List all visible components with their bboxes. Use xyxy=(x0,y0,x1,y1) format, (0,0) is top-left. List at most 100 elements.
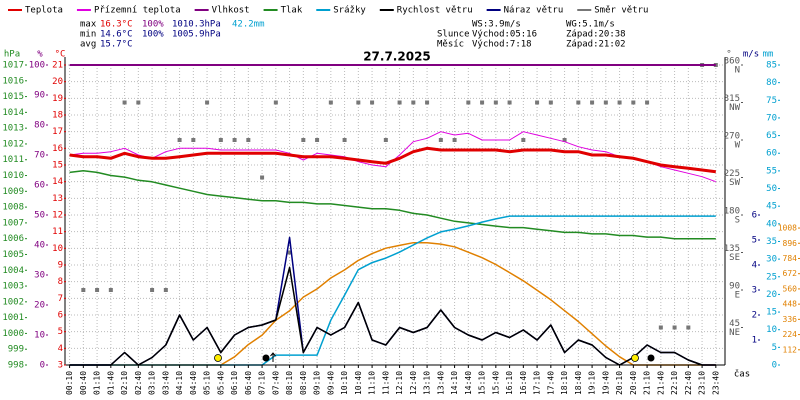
direction-marker xyxy=(672,325,677,330)
y-tick-label: 180 xyxy=(724,207,740,217)
stat-press: 1010.3hPa xyxy=(172,20,221,30)
direction-marker xyxy=(273,100,278,105)
y-tick-label: 2 xyxy=(752,311,757,321)
axis-unit: °C xyxy=(55,50,66,60)
y-tick-label: 13 xyxy=(52,194,63,204)
moonrise-icon xyxy=(262,354,270,362)
x-tick-label: 10:40 xyxy=(354,371,363,395)
stats: max 16.3°C 100% 1010.3hPa 42.2mm min 14.… xyxy=(80,20,626,50)
y-tick-label: 40 xyxy=(34,241,45,251)
y-tick-label: 5 xyxy=(772,343,777,353)
x-tick-label: 15:10 xyxy=(478,371,487,395)
x-axis-label: čas xyxy=(734,369,750,380)
y-tick-label: 6 xyxy=(752,211,757,221)
x-tick-label: 23:40 xyxy=(711,371,720,395)
direction-marker xyxy=(548,100,553,105)
sun-rise: Východ:05:16 xyxy=(472,30,537,40)
y-tick-label: 4 xyxy=(752,261,757,271)
stat-rain: 42.2mm xyxy=(232,20,265,30)
y-tick-label: 19 xyxy=(52,94,63,104)
y-tick-label: 9 xyxy=(58,261,63,271)
direction-marker xyxy=(232,138,237,142)
y-tick-label: 1011 xyxy=(2,155,24,165)
y-tick-label: 55 xyxy=(766,166,777,176)
direction-marker xyxy=(218,138,223,142)
x-tick-label: 19:10 xyxy=(588,371,597,395)
y-tick-label: 336 xyxy=(783,315,798,324)
direction-marker xyxy=(686,325,691,330)
direction-marker xyxy=(177,138,182,142)
stat-label: max xyxy=(80,20,97,30)
sun-label: Slunce xyxy=(437,30,470,40)
stat-temp: 16.3°C xyxy=(100,20,133,30)
y-tick-label: 784 xyxy=(783,254,798,263)
x-tick-label: 03:40 xyxy=(161,371,170,395)
y-tick-label: 30 xyxy=(34,271,45,281)
direction-marker xyxy=(191,138,196,142)
legend-label: Přízemní teplota xyxy=(94,6,181,16)
moonset-icon xyxy=(647,354,655,362)
x-tick-label: 21:10 xyxy=(643,371,652,395)
stat-temp: 14.6°C xyxy=(100,30,133,40)
sunset-icon xyxy=(631,354,639,362)
direction-marker xyxy=(713,63,718,67)
direction-marker xyxy=(411,100,416,105)
direction-marker xyxy=(163,288,168,292)
direction-marker xyxy=(425,100,430,105)
x-tick-label: 07:10 xyxy=(258,371,267,395)
y-tick-label: 998 xyxy=(8,361,24,371)
stat-hum: 100% xyxy=(142,30,164,40)
direction-marker xyxy=(590,100,595,105)
x-tick-label: 05:10 xyxy=(203,371,212,395)
y-tick-label: 1007 xyxy=(2,218,24,228)
axis-unit: m/s xyxy=(743,50,759,60)
direction-marker xyxy=(493,100,498,105)
x-tick-label: 11:10 xyxy=(368,371,377,395)
y-tick-label: 896 xyxy=(783,239,798,248)
y-tick-label: 1001 xyxy=(2,313,24,323)
grid xyxy=(65,64,725,366)
y-tick-label: 11 xyxy=(52,227,63,237)
y-tick-label: 7 xyxy=(58,294,63,304)
moon-label: Měsíc xyxy=(437,40,464,50)
x-tick-label: 04:10 xyxy=(175,371,184,395)
x-tick-label: 14:10 xyxy=(450,371,459,395)
x-tick-label: 00:40 xyxy=(79,371,88,395)
direction-marker xyxy=(315,138,320,142)
series-line xyxy=(69,266,716,366)
x-tick-label: 07:40 xyxy=(271,371,280,395)
y-tick-label: 1000 xyxy=(2,329,24,339)
x-tick-label: 08:40 xyxy=(299,371,308,395)
direction-marker xyxy=(535,100,540,105)
y-tick-label: 90 xyxy=(729,282,740,292)
wind-stat: WS:3.9m/s xyxy=(472,20,521,30)
y-tick-label: 80 xyxy=(766,78,777,88)
y-tick-label: 80 xyxy=(34,121,45,131)
y-tick-label: 112 xyxy=(783,345,798,354)
direction-marker xyxy=(452,138,457,142)
direction-marker xyxy=(301,138,306,142)
y-tick-label: 30 xyxy=(766,255,777,265)
y-tick-label: 60 xyxy=(34,181,45,191)
y-tick-label: 16 xyxy=(52,144,63,154)
direction-marker xyxy=(342,138,347,142)
x-tick-label: 11:40 xyxy=(381,371,390,395)
stat-label: min xyxy=(80,30,96,40)
axes: 00:10 00:40 01:10 01:40 02:10 02:40 03:10 03:40… xyxy=(2,50,800,395)
y-tick-label: 50 xyxy=(34,211,45,221)
direction-marker xyxy=(480,100,485,105)
y-tick-label: 1014 xyxy=(2,108,24,118)
y-tick-name: NW xyxy=(729,103,740,113)
y-tick-label: 65 xyxy=(766,131,777,141)
y-tick-name: S xyxy=(735,216,740,226)
x-tick-label: 01:40 xyxy=(106,371,115,395)
x-tick-label: 05:40 xyxy=(216,371,225,395)
direction-marker xyxy=(150,288,155,292)
y-tick-label: 4 xyxy=(58,344,63,354)
direction-marker xyxy=(466,100,471,105)
y-tick-label: 1004 xyxy=(2,266,24,276)
y-tick-label: 1010 xyxy=(2,171,24,181)
x-tick-label: 18:40 xyxy=(574,371,583,395)
